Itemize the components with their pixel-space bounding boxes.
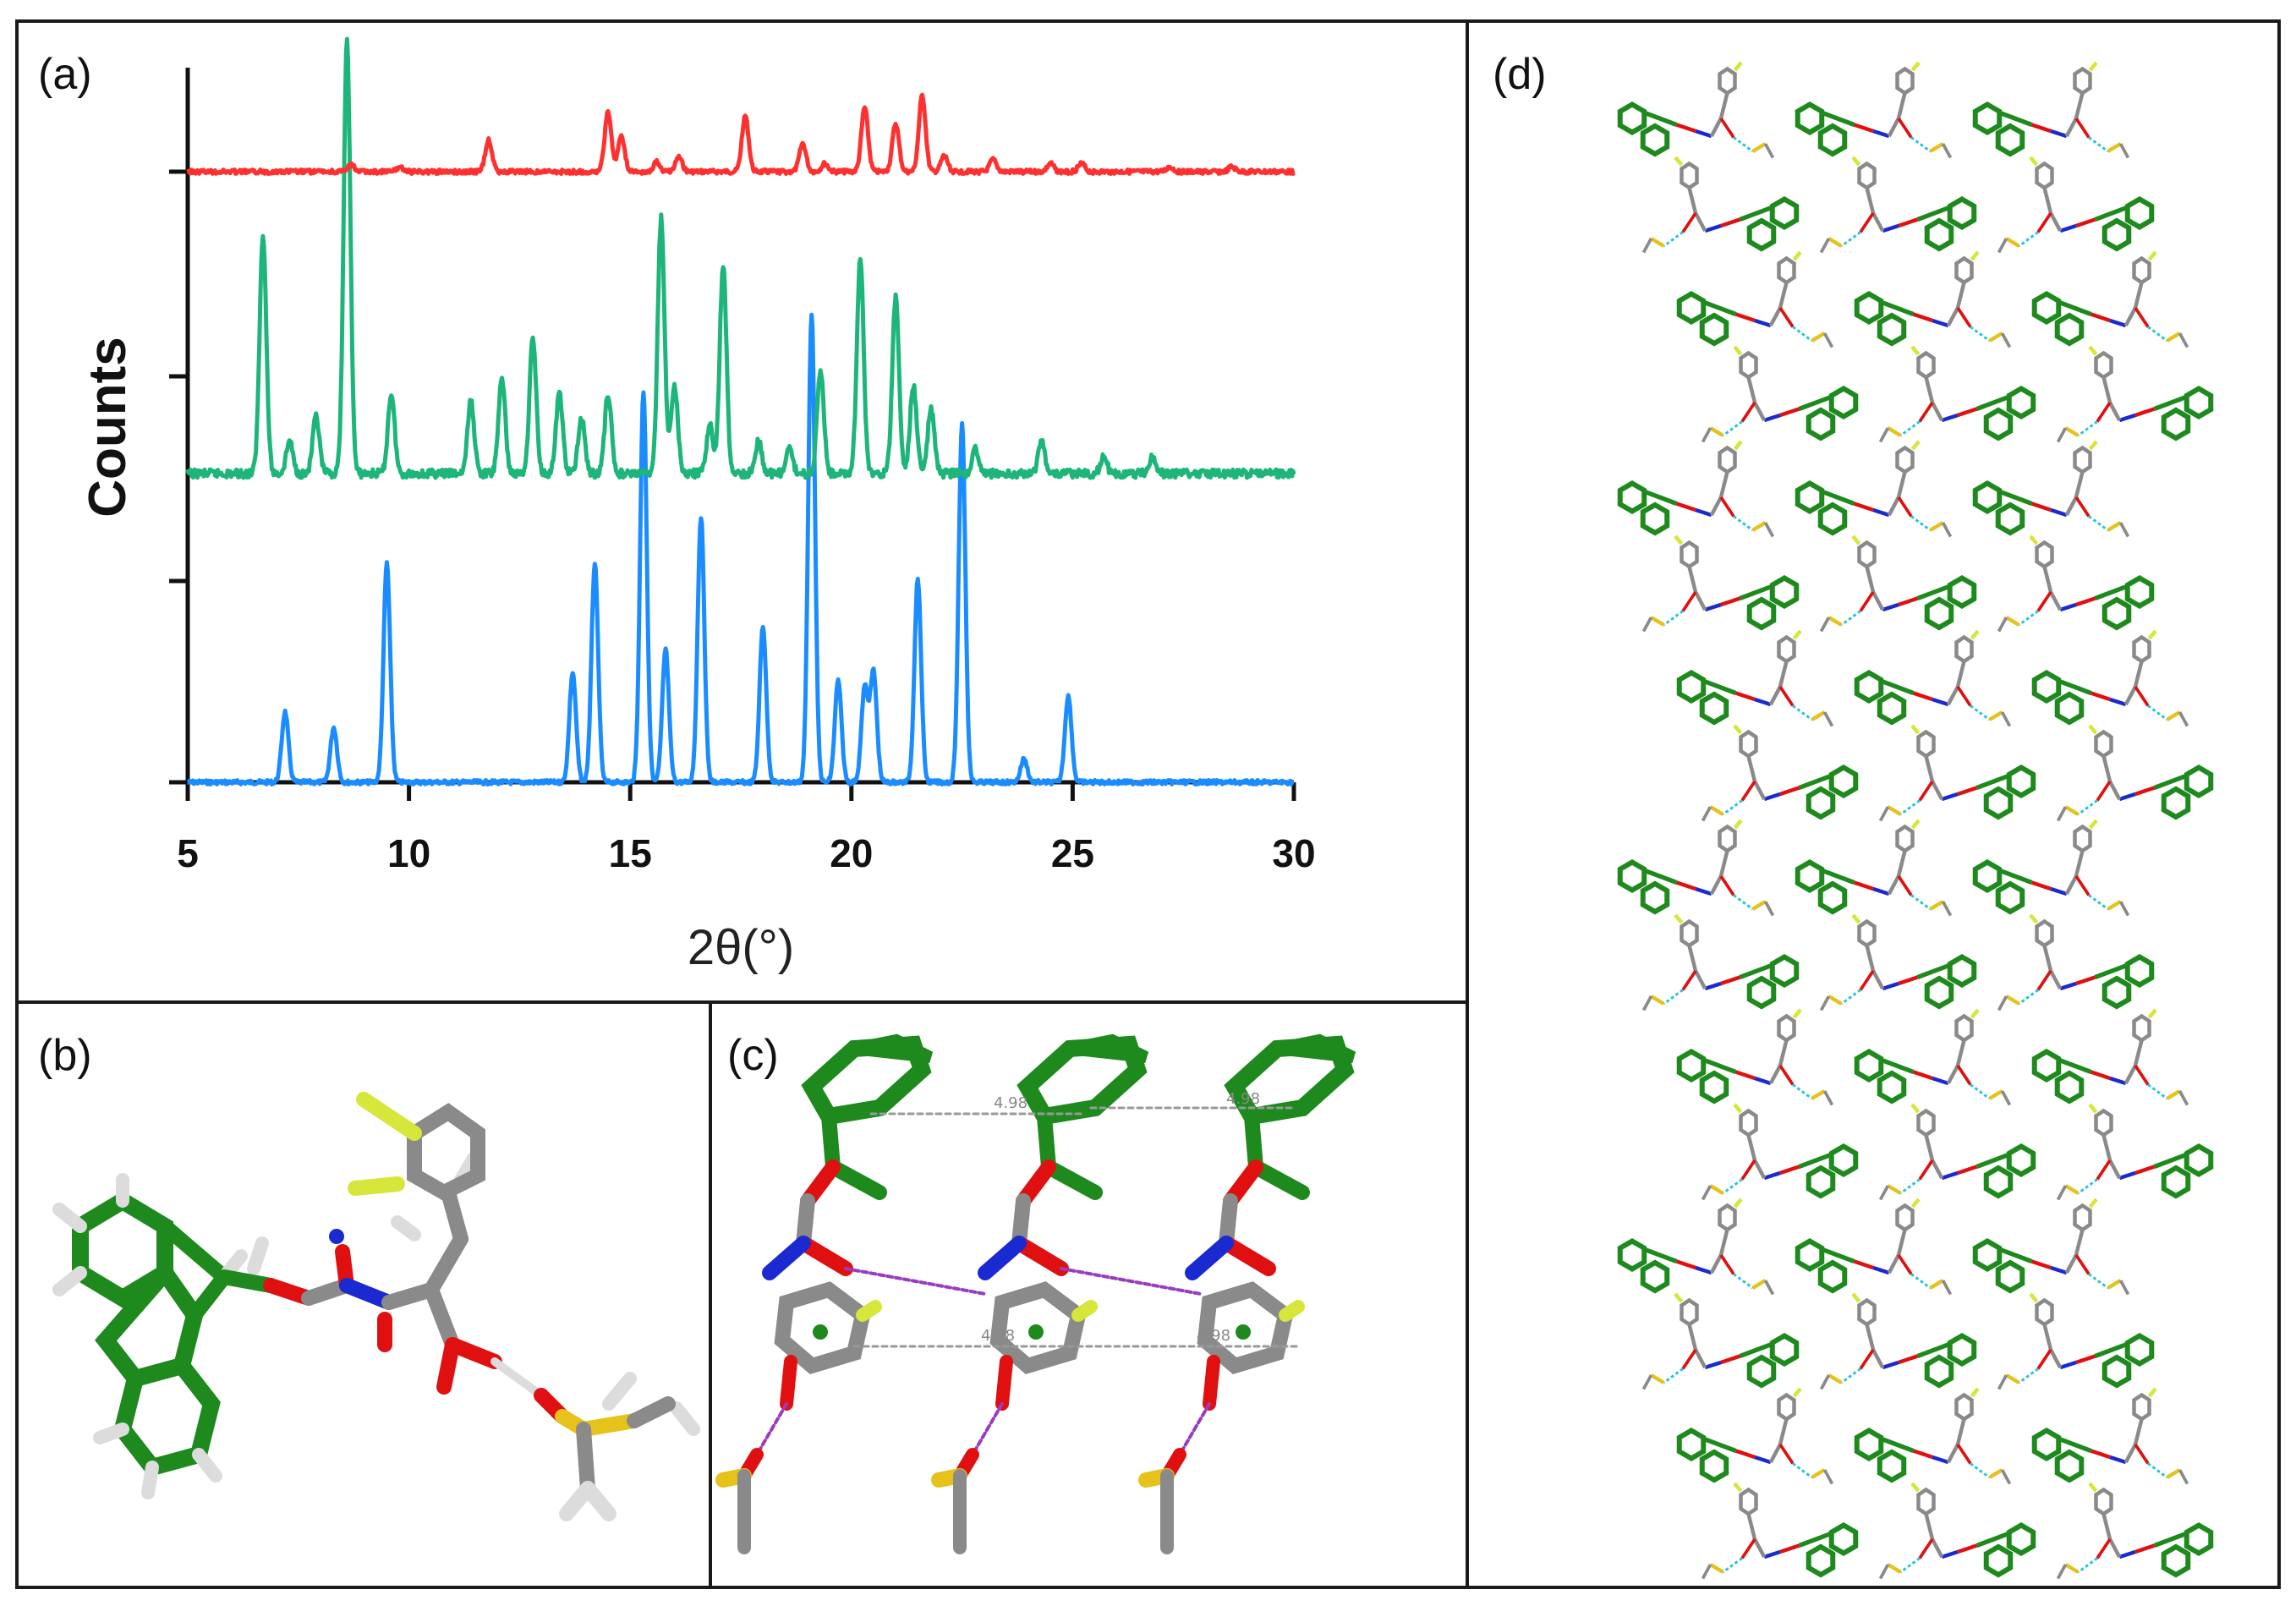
packed-molecule: [1999, 915, 2152, 1011]
contact-distance-label: 4.98: [994, 1094, 1027, 1112]
packed-molecule: [1822, 1294, 1975, 1389]
packed-molecule: [1703, 1483, 1856, 1579]
packed-molecule: [1857, 252, 2010, 348]
molecule-unit: [939, 1040, 1146, 1548]
series-layer: [185, 36, 1296, 787]
packed-molecule: [2058, 1483, 2211, 1579]
packed-molecule: [1822, 915, 1975, 1011]
backbone: [216, 1231, 502, 1395]
contact-distance-label: 4.98: [981, 1327, 1015, 1345]
panel-d-frame: [1466, 19, 2281, 1589]
x-tick-label: 10: [387, 831, 430, 875]
xrd-series-line: [186, 312, 1296, 787]
xrd-chart: 5 10 15 20 25 30 Counts 2θ(°): [79, 36, 1316, 975]
molecule-unit: [1146, 1040, 1353, 1548]
packed-molecule: [1999, 1294, 2152, 1389]
packed-molecule: [1703, 347, 1856, 442]
panel-label-d: (d): [1493, 50, 1547, 99]
x-tick-label: 25: [1051, 831, 1094, 875]
packed-molecule: [1975, 820, 2129, 916]
packed-molecule: [1798, 1199, 1951, 1295]
y-axis-title: Counts: [79, 337, 137, 518]
x-ticks: 5 10 15 20 25 30: [177, 782, 1316, 875]
packed-molecule: [1620, 1199, 1773, 1295]
packed-molecule: [1798, 63, 1951, 158]
pi-stack-contacts: 4.98 4.98 4.98 4.98: [844, 1090, 1300, 1348]
phenyl-ring: [348, 1092, 485, 1247]
packed-molecule: [1620, 441, 1773, 537]
molecule-structure: [52, 1092, 700, 1521]
x-axis-title: 2θ(°): [688, 920, 794, 975]
molecule-unit: [715, 1033, 934, 1554]
packed-molecule: [1798, 820, 1951, 916]
xrd-series-line: [186, 92, 1296, 176]
packed-molecule: [1620, 63, 1773, 158]
panel-frames: [15, 19, 2281, 1589]
packed-molecule: [1644, 536, 1797, 632]
hydrogen-atoms: [52, 1152, 700, 1499]
y-axis: [169, 68, 190, 785]
packed-molecule: [2035, 631, 2188, 726]
packed-molecule: [2035, 1389, 2188, 1484]
panel-label-a: (a): [38, 50, 92, 99]
packed-molecule: [2058, 347, 2211, 442]
packed-molecule: [1703, 1104, 1856, 1200]
packed-molecule: [2035, 1010, 2188, 1105]
packed-molecule: [1680, 1010, 1833, 1105]
packed-molecule: [1857, 1010, 2010, 1105]
packed-molecule: [1680, 252, 1833, 348]
packed-molecule: [1680, 1389, 1833, 1484]
packed-molecule: [1975, 1199, 2129, 1295]
packing-chain: 4.98 4.98 4.98 4.98: [715, 1033, 1353, 1554]
packed-molecule: [1680, 631, 1833, 726]
packed-molecule: [1975, 441, 2129, 537]
xrd-series-line: [185, 36, 1296, 480]
x-tick-label: 20: [830, 831, 873, 875]
packed-molecule: [1999, 536, 2152, 632]
packed-molecule: [2058, 1104, 2211, 1200]
packed-molecule: [1644, 157, 1797, 253]
packed-molecule: [1881, 726, 2034, 821]
fmoc-fluorene: [72, 1191, 232, 1477]
panel-label-b: (b): [38, 1031, 92, 1080]
x-tick-label: 15: [609, 831, 652, 875]
packed-molecule: [1644, 915, 1797, 1011]
x-tick-label: 30: [1272, 831, 1315, 875]
packed-molecule: [1881, 347, 2034, 442]
packed-molecule: [1857, 1389, 2010, 1484]
contact-distance-label: 4.98: [1226, 1090, 1260, 1108]
packed-molecule: [2035, 252, 2188, 348]
packed-molecule: [1620, 820, 1773, 916]
packed-molecule: [2058, 726, 2211, 821]
x-axis: 5 10 15 20 25 30: [177, 780, 1316, 875]
packed-molecule: [1644, 1294, 1797, 1389]
packed-molecule: [1822, 157, 1975, 253]
packed-molecule: [1703, 726, 1856, 821]
packed-molecule: [1857, 631, 2010, 726]
packed-molecule: [1881, 1483, 2034, 1579]
packed-molecule: [1881, 1104, 2034, 1200]
packed-molecule: [1822, 536, 1975, 632]
contact-distance-label: 4.98: [1197, 1327, 1230, 1345]
x-tick-label: 5: [177, 831, 199, 875]
panel-label-c: (c): [727, 1031, 779, 1080]
crystal-packing: [1620, 63, 2211, 1579]
packed-molecule: [1999, 157, 2152, 253]
dmso-solvent: [490, 1357, 676, 1521]
nitrogen-atom: [329, 1229, 344, 1244]
packed-molecule: [1798, 441, 1951, 537]
packed-molecule: [1975, 63, 2129, 158]
